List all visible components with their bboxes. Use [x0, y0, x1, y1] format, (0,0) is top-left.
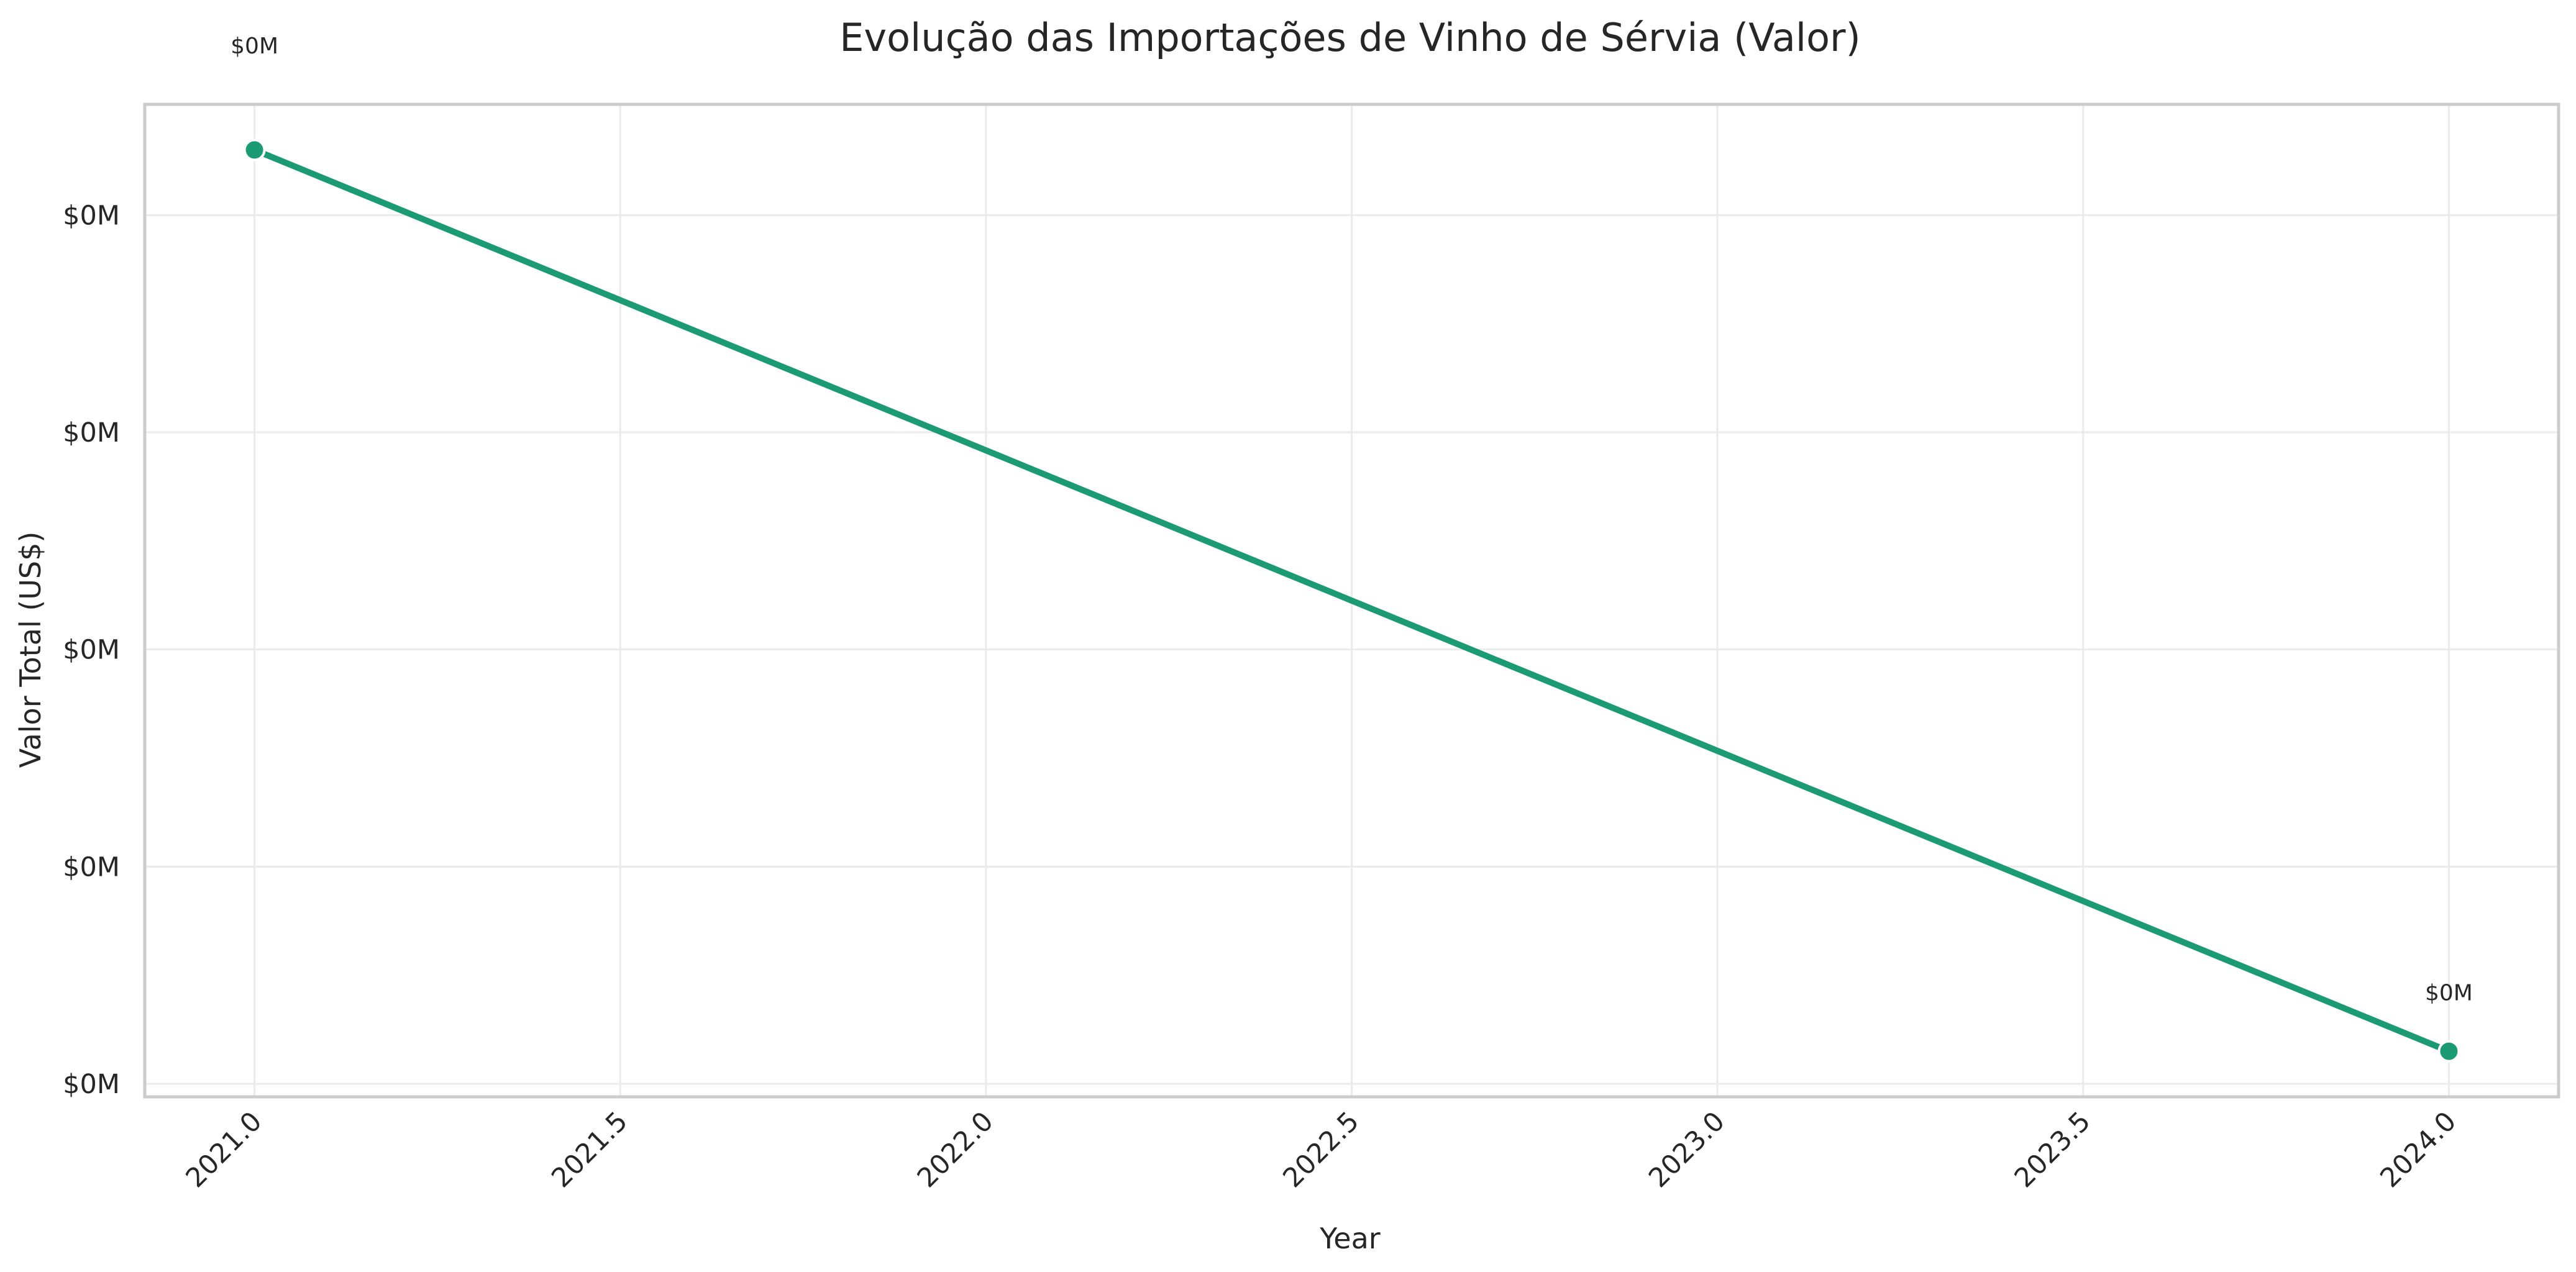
data-label: $0M [231, 34, 278, 59]
data-label: $0M [2425, 981, 2473, 1006]
series-line [253, 147, 2450, 1055]
chart-title: Evolução das Importações de Vinho de Sér… [839, 15, 1860, 60]
x-axis-label: Year [1319, 1222, 1380, 1255]
x-tick-label: 2023.0 [1643, 1106, 1731, 1194]
plot-area: $0M $0M [231, 34, 2473, 1063]
x-tick-label: 2024.0 [2374, 1106, 2462, 1194]
y-axis-label: Valor Total (US$) [14, 532, 47, 768]
y-tick-label: $0M [63, 417, 120, 448]
x-tick-label: 2022.5 [1277, 1106, 1366, 1194]
plot-frame [143, 102, 2560, 1099]
y-tick-label: $0M [63, 200, 120, 231]
data-point [2437, 1040, 2460, 1063]
x-axis-ticks: 2021.0 2021.5 2022.0 2022.5 2023.0 2023.5 2024… [180, 1106, 2463, 1194]
y-tick-label: $0M [63, 852, 120, 883]
y-tick-label: $0M [63, 635, 120, 666]
y-tick-label: $0M [63, 1069, 120, 1100]
grid-lines [143, 102, 2560, 1099]
x-tick-label: 2021.0 [180, 1106, 268, 1194]
x-tick-label: 2022.0 [911, 1106, 1000, 1194]
x-tick-label: 2021.5 [546, 1106, 634, 1194]
x-tick-label: 2023.5 [2009, 1106, 2097, 1194]
data-point [243, 139, 266, 161]
y-axis-ticks: $0M $0M $0M $0M $0M [63, 200, 120, 1100]
